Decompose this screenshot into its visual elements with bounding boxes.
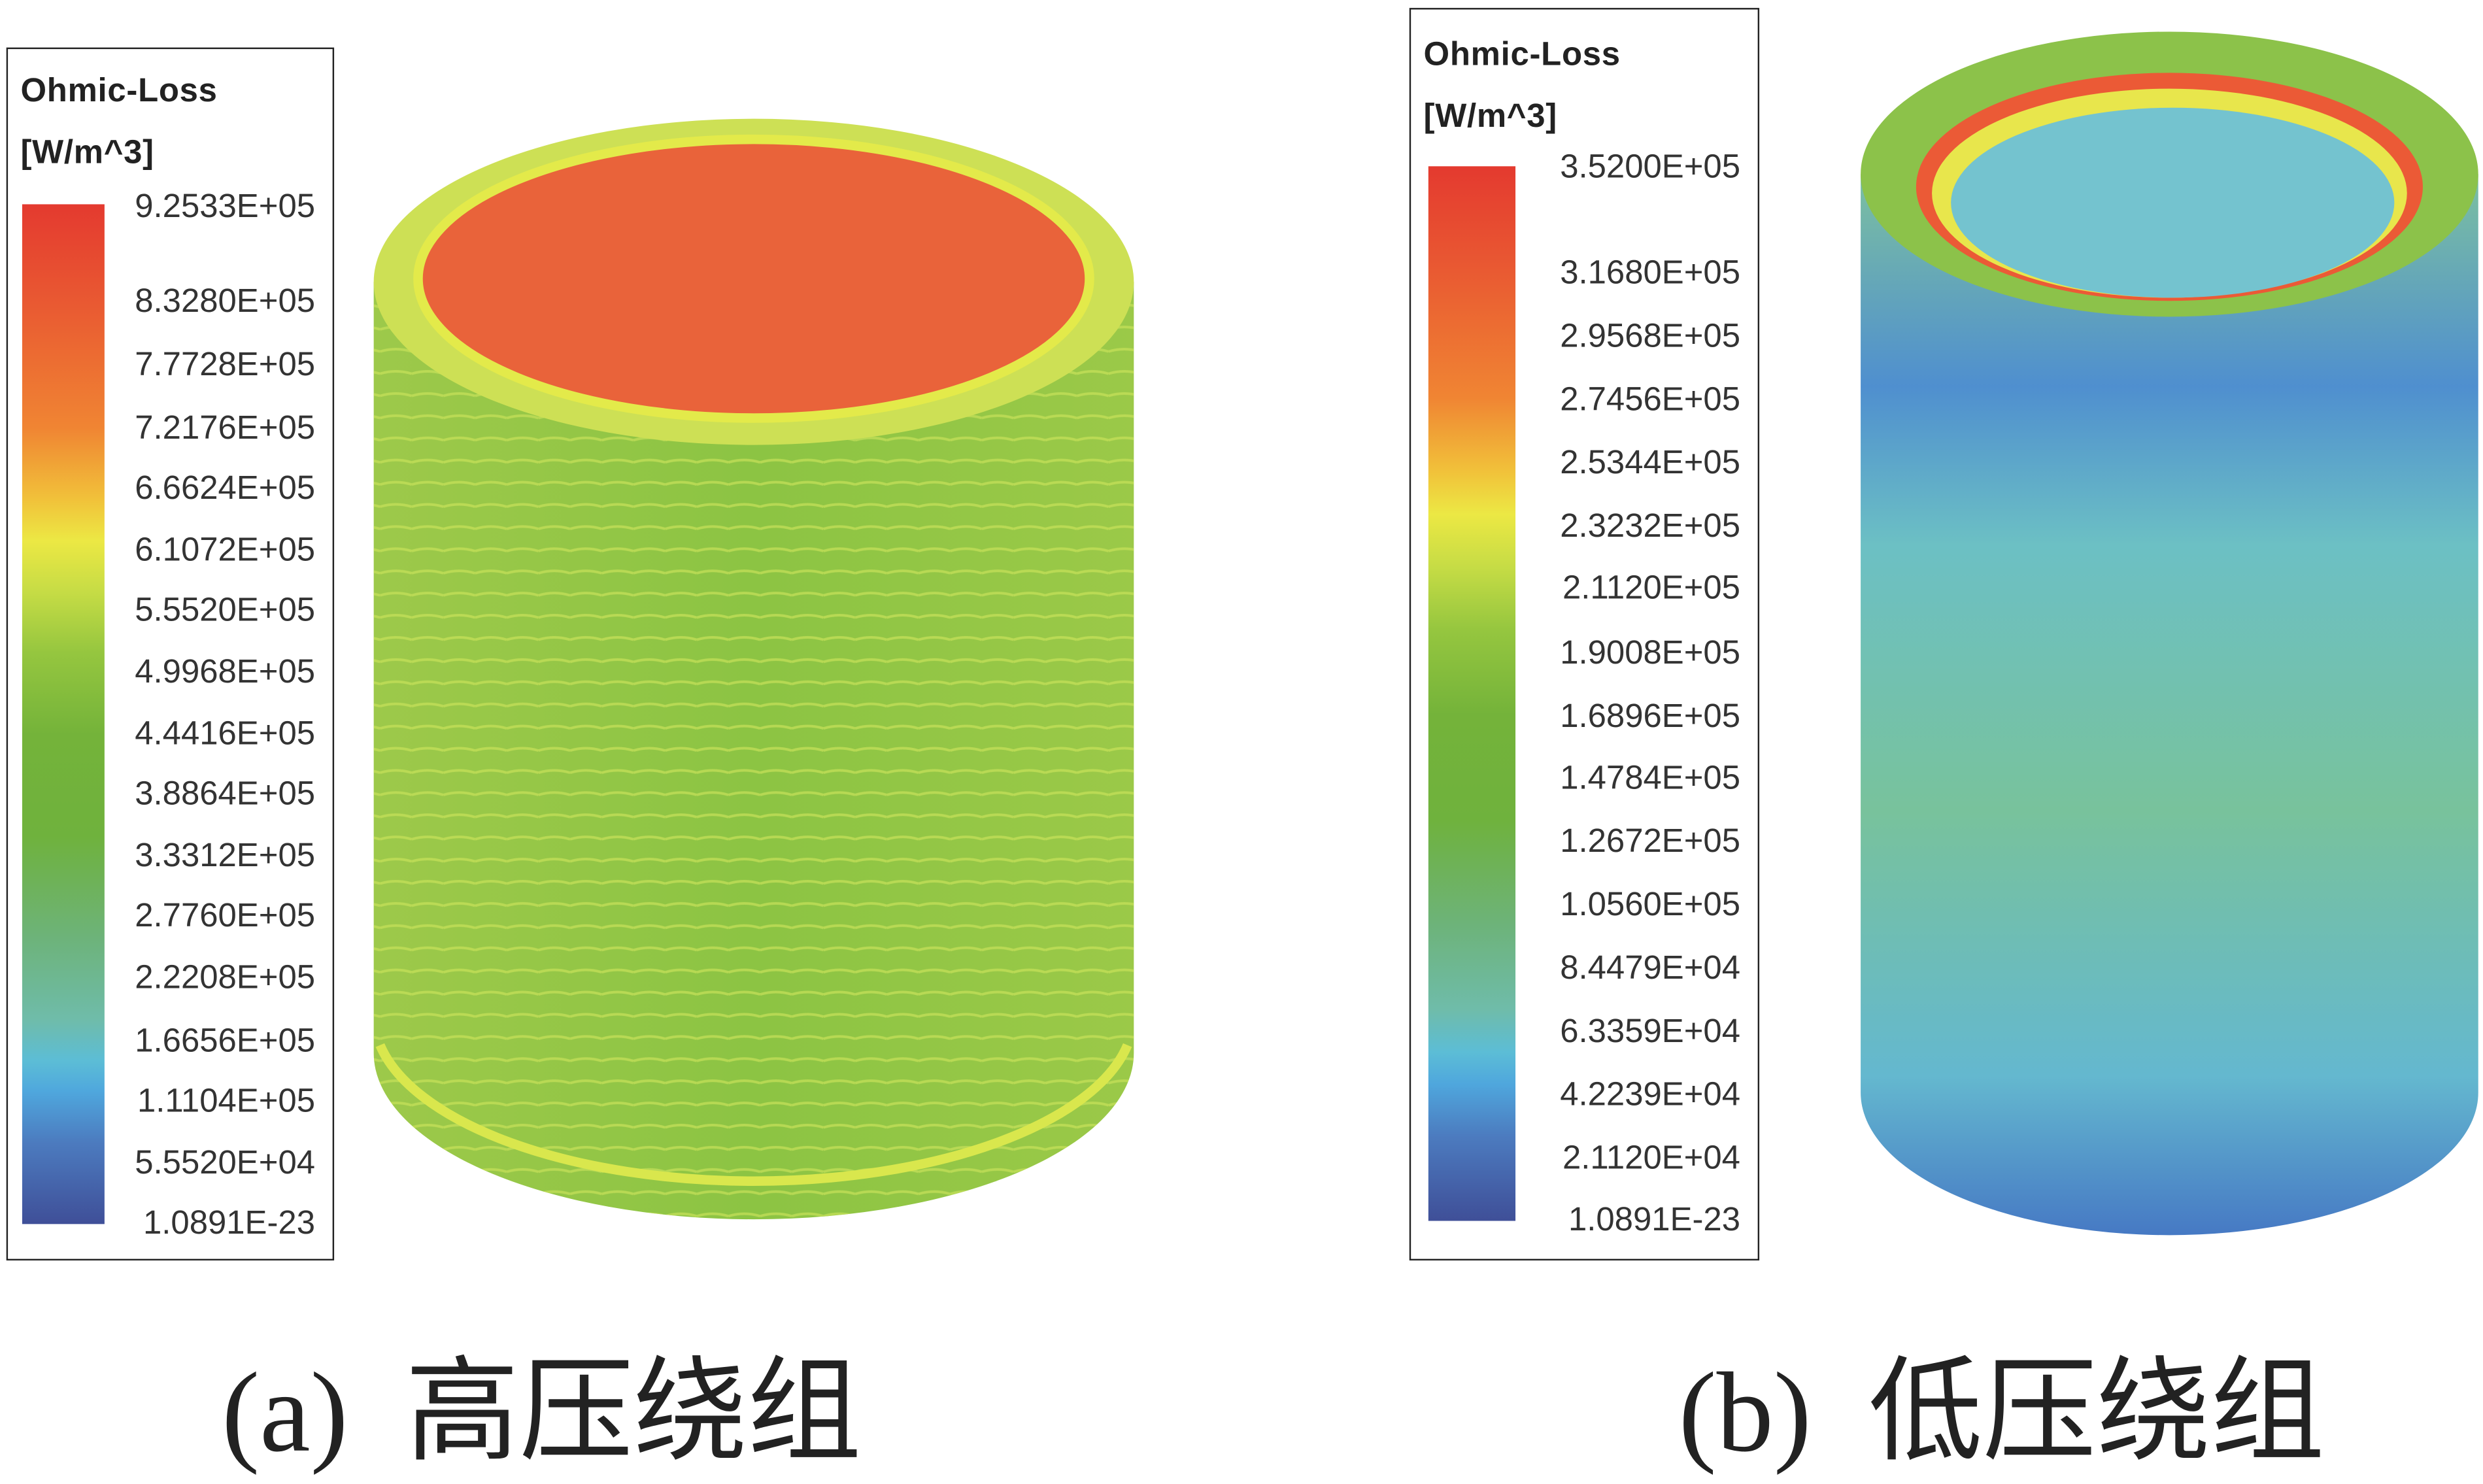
legend-tick-label: 3.1680E+05 [1560, 254, 1740, 292]
legend-unit: [W/m^3] [20, 134, 154, 171]
legend-b: Ohmic-Loss [W/m^3] 3.5200E+05 3.1680E+05 2… [1409, 8, 1760, 1261]
caption-text: 低压绕组 [1868, 1349, 2325, 1476]
legend-tick-label: 6.1072E+05 [135, 531, 316, 569]
legend-a: Ohmic-Loss [W/m^3] 9.2533E+05 8.3280E+05 7… [6, 47, 335, 1261]
legend-tick-label: 1.4784E+05 [1560, 760, 1740, 797]
caption-a: (a) 高压绕组 [222, 1317, 861, 1483]
legend-tick-label: 2.9568E+05 [1560, 318, 1740, 355]
legend-tick-label: 2.7760E+05 [135, 898, 316, 935]
caption-label: (a) [222, 1349, 348, 1476]
legend-tick-label: 2.1120E+05 [1562, 569, 1740, 607]
legend-tick-label: 1.0891E-23 [1568, 1202, 1740, 1239]
legend-tick-label: 1.6656E+05 [135, 1022, 316, 1060]
legend-tick-label: 2.1120E+04 [1562, 1139, 1740, 1177]
legend-tick-label: 1.0560E+05 [1560, 886, 1740, 924]
legend-tick-label: 1.2672E+05 [1560, 823, 1740, 860]
color-scale-bar [22, 204, 105, 1224]
legend-tick-label: 7.2176E+05 [135, 410, 316, 447]
legend-tick-label: 6.3359E+04 [1560, 1013, 1740, 1050]
legend-unit: [W/m^3] [1423, 98, 1557, 135]
legend-tick-label: 3.8864E+05 [135, 775, 316, 813]
legend-tick-label: 2.7456E+05 [1560, 381, 1740, 418]
high-voltage-winding-cylinder [373, 118, 1134, 1220]
legend-tick-label: 4.4416E+05 [135, 715, 316, 752]
legend-tick-label: 3.5200E+05 [1560, 148, 1740, 186]
legend-tick-label: 2.2208E+05 [135, 959, 316, 996]
legend-tick-label: 6.6624E+05 [135, 470, 316, 507]
legend-tick-label: 5.5520E+04 [135, 1145, 316, 1181]
legend-tick-label: 7.7728E+05 [135, 346, 316, 384]
caption-b: (b) 低压绕组 [1679, 1317, 2325, 1483]
legend-tick-label: 1.1104E+05 [137, 1083, 316, 1120]
legend-tick-label: 2.5344E+05 [1560, 445, 1740, 482]
caption-text: 高压绕组 [405, 1349, 862, 1476]
legend-tick-label: 4.2239E+04 [1560, 1077, 1740, 1113]
legend-title: Ohmic-Loss [1423, 36, 1621, 73]
legend-tick-label: 5.5520E+05 [135, 592, 316, 629]
legend-tick-label: 1.6896E+05 [1560, 698, 1740, 735]
legend-tick-label: 9.2533E+05 [135, 188, 316, 225]
legend-tick-label: 8.3280E+05 [135, 283, 316, 320]
legend-tick-label: 1.0891E-23 [143, 1205, 316, 1242]
legend-tick-label: 8.4479E+04 [1560, 950, 1740, 987]
color-scale-bar [1428, 166, 1516, 1221]
low-voltage-winding-cylinder [1861, 31, 2478, 1236]
caption-label: (b) [1678, 1349, 1812, 1476]
legend-tick-label: 2.3232E+05 [1560, 508, 1740, 545]
legend-tick-label: 3.3312E+05 [135, 837, 316, 875]
legend-title: Ohmic-Loss [20, 73, 218, 110]
legend-tick-label: 1.9008E+05 [1560, 635, 1740, 672]
legend-tick-label: 4.9968E+05 [135, 654, 316, 691]
